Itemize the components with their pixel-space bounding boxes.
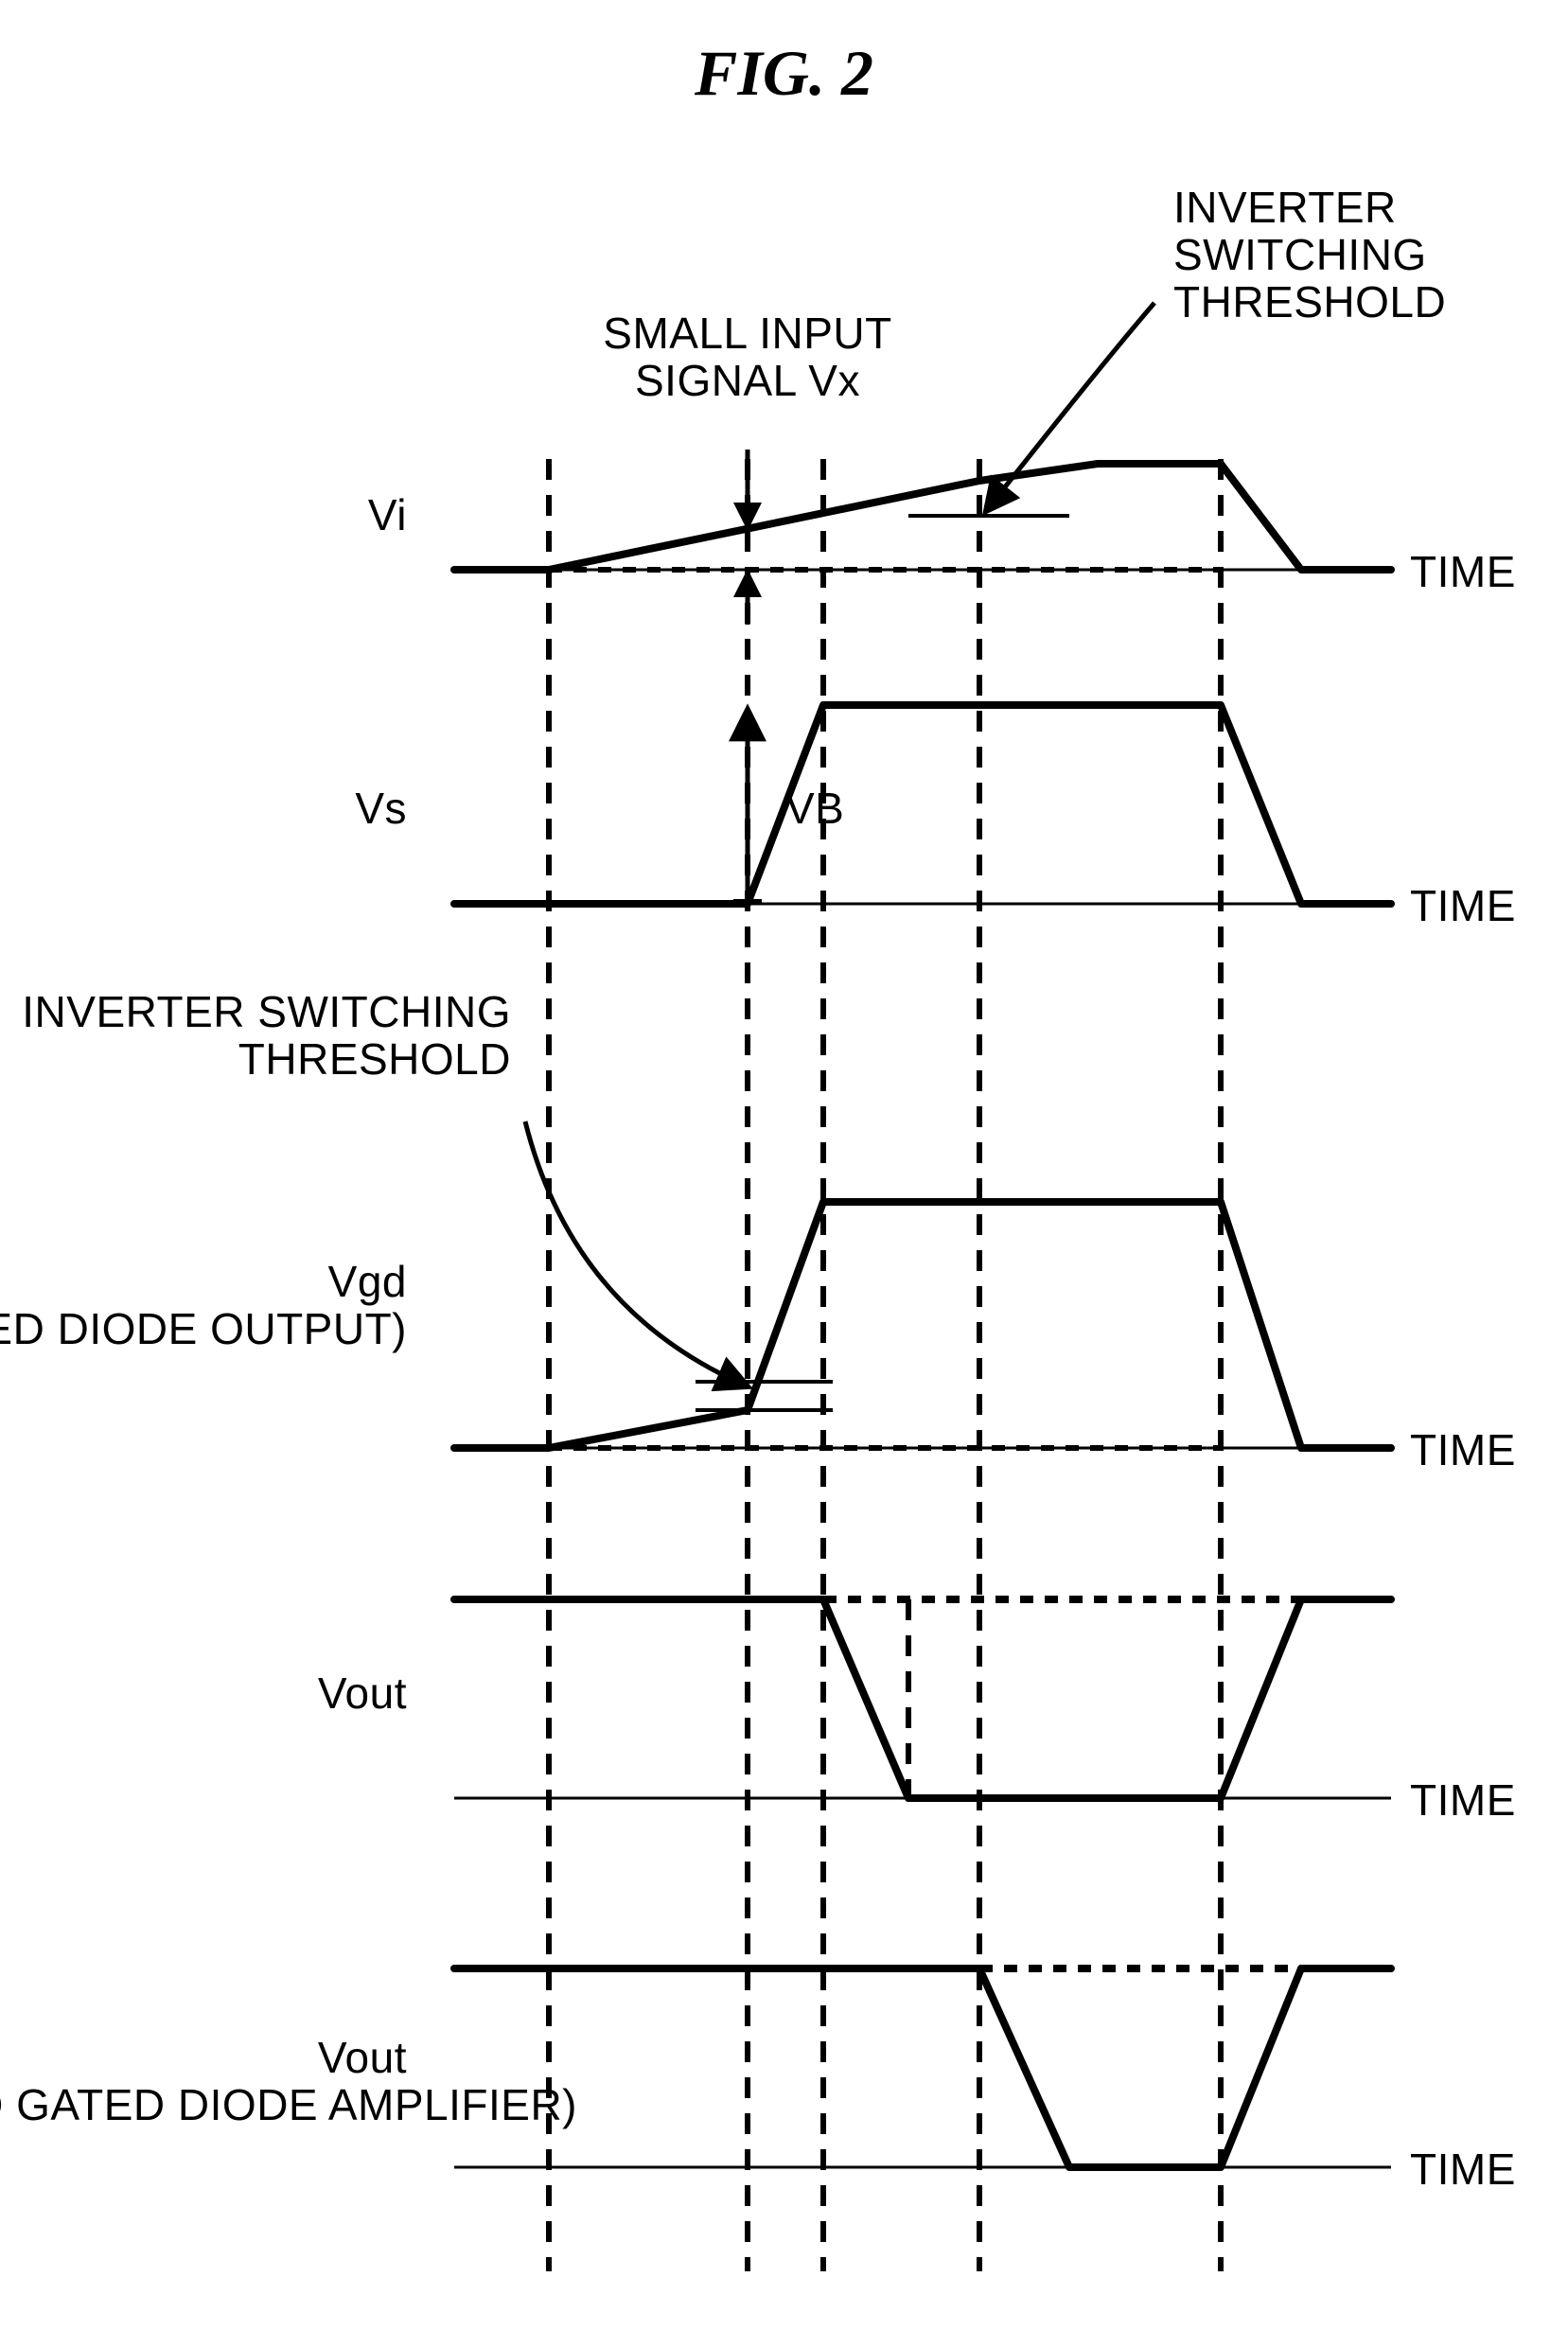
time-label-4: TIME	[1410, 2145, 1516, 2194]
vgd-waveform	[454, 1202, 1391, 1448]
vi-inverter-label-3: THRESHOLD	[1173, 277, 1446, 327]
vi-label: Vi	[368, 490, 407, 539]
vs-waveform	[454, 705, 1391, 904]
vout-wo-sublabel: (W/O GATED DIODE AMPLIFIER)	[0, 2080, 577, 2129]
time-label-2: TIME	[1410, 1425, 1516, 1474]
figure-root: FIG. 2 SMALL INPUTSIGNAL Vx INVERTERSWITCH…	[0, 0, 1568, 2330]
vout_wo-waveform	[454, 1968, 1391, 2167]
vi-inverter-label-2: SWITCHING	[1173, 230, 1427, 279]
vgd-sublabel: (GATED DIODE OUTPUT)	[0, 1304, 407, 1353]
figure-title: FIG. 2	[694, 37, 873, 109]
vout-wo-label: Vout	[318, 2033, 407, 2082]
time-label-0: TIME	[1410, 547, 1516, 596]
vgd-label: Vgd	[328, 1257, 407, 1306]
vout-label: Vout	[318, 1668, 407, 1718]
vout-waveform	[454, 1599, 1391, 1798]
small-input-signal-label-2: SIGNAL Vx	[635, 356, 860, 405]
small-input-signal-label-1: SMALL INPUT	[603, 309, 891, 358]
vi-inverter-label-1: INVERTER	[1173, 183, 1397, 232]
vgd-inverter-label-1: INVERTER SWITCHING	[22, 987, 511, 1036]
vgd-inverter-label-2: THRESHOLD	[238, 1034, 511, 1084]
vi-inverter-callout-arrow	[986, 303, 1154, 511]
vgd-inverter-callout-arrow	[525, 1121, 748, 1386]
time-label-1: TIME	[1410, 881, 1516, 930]
vs-label: Vs	[355, 784, 407, 833]
time-label-3: TIME	[1410, 1775, 1516, 1825]
timing-diagram-svg: FIG. 2 SMALL INPUTSIGNAL Vx INVERTERSWITCH…	[0, 0, 1568, 2330]
vb-label: VB	[785, 784, 844, 833]
